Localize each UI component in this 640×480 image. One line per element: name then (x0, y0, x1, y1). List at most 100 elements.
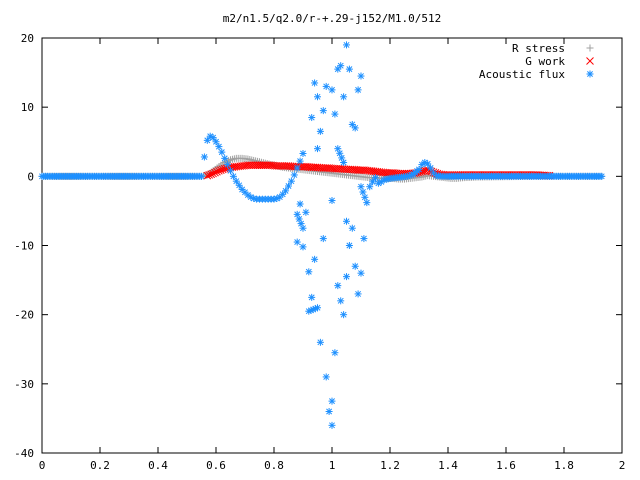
data-point (331, 349, 339, 357)
data-point (215, 143, 223, 151)
x-tick-label: 0 (39, 459, 46, 472)
data-point (322, 373, 330, 381)
data-point (273, 162, 281, 170)
data-marks (38, 41, 606, 429)
data-point (249, 161, 258, 170)
data-point (278, 162, 287, 170)
data-point (273, 194, 281, 202)
data-point (325, 408, 333, 415)
data-point (307, 163, 316, 172)
data-point (227, 167, 234, 175)
data-point (366, 183, 374, 191)
data-point (274, 162, 283, 170)
axis-tick-labels: 0 0.2 0.4 0.6 0.8 1 1.2 1.4 1.6 1.8 2 20 10 0 -10 -20 -3… (14, 32, 625, 472)
data-point (357, 183, 365, 191)
data-point (342, 165, 351, 174)
x-tick-label: 1.6 (496, 459, 516, 472)
data-point (316, 127, 324, 135)
legend-marker (586, 44, 594, 52)
data-point (311, 255, 319, 263)
data-point (305, 268, 313, 276)
data-point (319, 107, 327, 115)
data-point (200, 153, 208, 161)
data-point (232, 177, 240, 185)
data-point (213, 167, 221, 176)
data-point (212, 138, 220, 146)
data-point (598, 172, 606, 180)
x-tick-label: 2 (619, 459, 626, 472)
data-point (372, 174, 379, 182)
data-point (340, 159, 348, 166)
data-point (328, 397, 336, 405)
data-point (345, 65, 353, 73)
data-point (351, 262, 359, 270)
y-tick-label: 10 (21, 101, 34, 114)
data-point (203, 136, 211, 144)
data-point (296, 200, 304, 208)
data-point (331, 110, 339, 118)
x-tick-label: 0.8 (264, 459, 284, 472)
data-point (209, 169, 217, 178)
legend-label: Acoustic flux (479, 68, 565, 81)
y-tick-label: -40 (14, 447, 34, 460)
y-tick-label: -20 (14, 309, 34, 322)
data-point (319, 164, 328, 172)
data-point (302, 208, 310, 216)
data-point (229, 172, 237, 180)
data-point (337, 62, 345, 70)
data-point (311, 79, 319, 87)
data-point (427, 164, 435, 172)
data-point (424, 160, 432, 168)
series-star (38, 41, 606, 429)
data-point (354, 166, 362, 174)
data-point (287, 177, 295, 185)
x-tick-label: 1.4 (438, 459, 458, 472)
data-point (316, 338, 324, 346)
data-point (321, 164, 330, 172)
x-tick-label: 0.6 (206, 459, 226, 472)
data-point (299, 243, 307, 251)
data-point (293, 164, 301, 172)
data-point (360, 235, 368, 243)
x-tick-label: 0.2 (90, 459, 110, 472)
data-point (314, 93, 321, 101)
data-point (418, 161, 426, 169)
data-point (282, 187, 290, 195)
data-point (309, 163, 318, 172)
data-point (198, 172, 205, 180)
data-point (308, 293, 316, 301)
data-point (357, 269, 365, 277)
data-point (319, 235, 327, 243)
data-point (211, 168, 219, 177)
data-point (299, 150, 307, 158)
data-point (351, 124, 359, 132)
data-point (328, 86, 336, 94)
data-point (259, 161, 268, 170)
legend-label: G work (525, 55, 565, 68)
data-point (285, 182, 292, 190)
data-point (354, 290, 362, 298)
data-point (235, 181, 243, 189)
legend-marker (586, 70, 594, 78)
axis-ticks (41, 37, 623, 454)
data-point (255, 161, 264, 170)
y-tick-label: -30 (14, 378, 34, 391)
data-point (369, 178, 377, 186)
data-point (322, 82, 330, 90)
legend-marker (586, 57, 594, 65)
data-point (343, 41, 350, 49)
data-point (354, 86, 362, 94)
x-tick-label: 0.4 (148, 459, 168, 472)
data-point (340, 311, 348, 319)
data-point (276, 162, 285, 170)
data-point (296, 157, 304, 165)
data-point (261, 161, 270, 170)
data-point (328, 421, 336, 429)
data-point (224, 161, 232, 169)
data-point (253, 161, 262, 170)
data-point (334, 65, 342, 73)
data-point (356, 166, 364, 174)
data-point (363, 199, 371, 207)
data-point (209, 134, 217, 142)
